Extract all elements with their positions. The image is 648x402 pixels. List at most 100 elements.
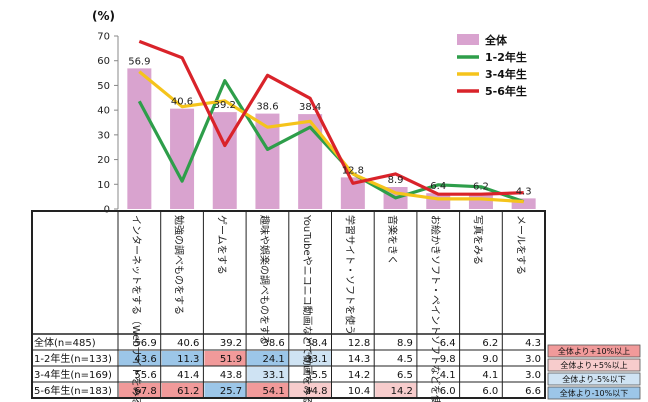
y-tick-label: 70	[97, 32, 110, 43]
table-cell: 6.0	[440, 386, 456, 397]
data-label: 8.9	[388, 175, 404, 186]
key-label: 全体より-5%以下	[562, 374, 625, 384]
legend-label: 1-2年生	[485, 50, 527, 64]
table-cell: 39.2	[220, 338, 242, 349]
legend-swatch	[457, 34, 479, 45]
bar	[468, 193, 493, 209]
y-tick-label: 40	[97, 106, 110, 117]
data-label: 6.4	[430, 181, 446, 192]
key-swatch	[547, 372, 641, 386]
row-label: 全体(n=485)	[34, 336, 96, 349]
y-tick-label: 10	[97, 180, 110, 191]
category-label: 勉強の調べものをする	[173, 215, 186, 315]
highlight-cell	[204, 383, 247, 398]
table-cell: 67.8	[134, 386, 156, 397]
y-tick-label: 60	[97, 56, 110, 67]
highlight-cell	[375, 383, 417, 398]
data-label: 6.2	[473, 182, 489, 193]
data-label: 40.6	[171, 97, 193, 108]
table-cell: 4.1	[440, 370, 456, 381]
data-label: 38.4	[299, 102, 321, 113]
legend: 全体 1-2年生 3-4年生 5-6年生	[457, 33, 527, 98]
series-line	[137, 79, 525, 204]
category-label: 趣味や娯楽の調べものをする	[258, 215, 271, 345]
table-cell: 10.4	[348, 386, 370, 397]
bar	[511, 198, 536, 209]
table-cell: 51.9	[220, 354, 242, 365]
bar	[255, 113, 280, 209]
table-cell: 14.3	[348, 354, 370, 365]
key-swatch	[547, 358, 641, 372]
table-cell: 4.5	[397, 354, 413, 365]
legend-label: 5-6年生	[485, 84, 527, 98]
highlight-cell	[161, 351, 204, 366]
table-cell: 38.4	[305, 338, 327, 349]
table-cell: 41.4	[177, 370, 199, 381]
data-label: 38.6	[256, 102, 278, 113]
table-cell: 43.8	[220, 370, 242, 381]
table-cell: 12.8	[348, 338, 370, 349]
table-cell: 38.6	[263, 338, 285, 349]
table-cell: 6.0	[482, 386, 498, 397]
legend-label: 3-4年生	[485, 67, 527, 81]
line-series	[137, 39, 525, 204]
table-cell: 6.5	[397, 370, 413, 381]
table-cell: 3.0	[525, 370, 541, 381]
bar	[127, 68, 152, 209]
table-cell: 6.4	[440, 338, 456, 349]
table-cell: 44.8	[305, 386, 327, 397]
table-cell: 9.0	[482, 354, 498, 365]
category-label: 音楽をきく	[386, 215, 399, 265]
table-cell: 24.1	[263, 354, 285, 365]
row-label: 1-2年生(n=133)	[34, 352, 112, 365]
table-cell: 35.5	[305, 370, 327, 381]
data-label: 4.3	[516, 186, 532, 197]
table-cell: 14.2	[391, 386, 413, 397]
table-cell: 25.7	[220, 386, 242, 397]
table-cell: 56.9	[134, 338, 156, 349]
data-labels: 56.9 40.6 39.2 38.6 38.4 12.8 8.9 6.4 6.2 4.3	[128, 56, 531, 197]
highlight-cell	[247, 351, 289, 366]
data-table: インターネットをする（Webサイトをみる） 勉強の調べものをする ゲームをする 趣味や…	[31, 210, 546, 402]
unit-label: (%)	[92, 9, 115, 23]
data-label: 12.8	[342, 165, 364, 176]
table-cell: 40.6	[177, 338, 199, 349]
category-label: インターネットをする（Webサイトをみる）	[130, 215, 142, 402]
highlight-cell	[204, 351, 247, 366]
series-line	[138, 39, 524, 196]
key-label: 全体より-10%以下	[560, 388, 629, 398]
category-label: メールをする	[514, 215, 526, 275]
table-cell: 54.1	[263, 386, 285, 397]
table-cell: 14.2	[348, 370, 370, 381]
table-cell: 61.2	[177, 386, 199, 397]
category-label: ゲームをする	[215, 215, 227, 275]
highlight-cell	[289, 351, 332, 366]
table-cell: 3.0	[525, 354, 541, 365]
table-cell: 4.1	[482, 370, 498, 381]
table-cell: 55.6	[134, 370, 156, 381]
highlight-cell	[161, 383, 204, 398]
data-label: 56.9	[128, 56, 150, 67]
table-cell: 8.9	[397, 338, 413, 349]
highlight-cell	[119, 383, 161, 398]
table-cell: 43.6	[134, 354, 156, 365]
legend-label: 全体	[484, 33, 508, 47]
category-label: お絵かきソフト・ペイントソフトなどを使う	[429, 215, 442, 402]
y-tick-label: 50	[97, 81, 110, 92]
table-cell: 33.1	[263, 370, 285, 381]
row-label: 3-4年生(n=169)	[34, 368, 112, 381]
table-cell: 11.3	[177, 354, 199, 365]
table-cell: 6.6	[525, 386, 541, 397]
category-label: YouTubeやニコニコ動画などで動画をみる	[301, 214, 314, 402]
bar-series	[127, 68, 536, 209]
highlight-cell	[289, 383, 332, 398]
table-cell: 9.8	[440, 354, 456, 365]
table-cell: 33.1	[305, 354, 327, 365]
y-tick-label: 30	[97, 130, 110, 141]
row-label: 5-6年生(n=183)	[34, 384, 112, 397]
key-swatch	[547, 344, 641, 358]
highlight-cell	[247, 367, 289, 382]
